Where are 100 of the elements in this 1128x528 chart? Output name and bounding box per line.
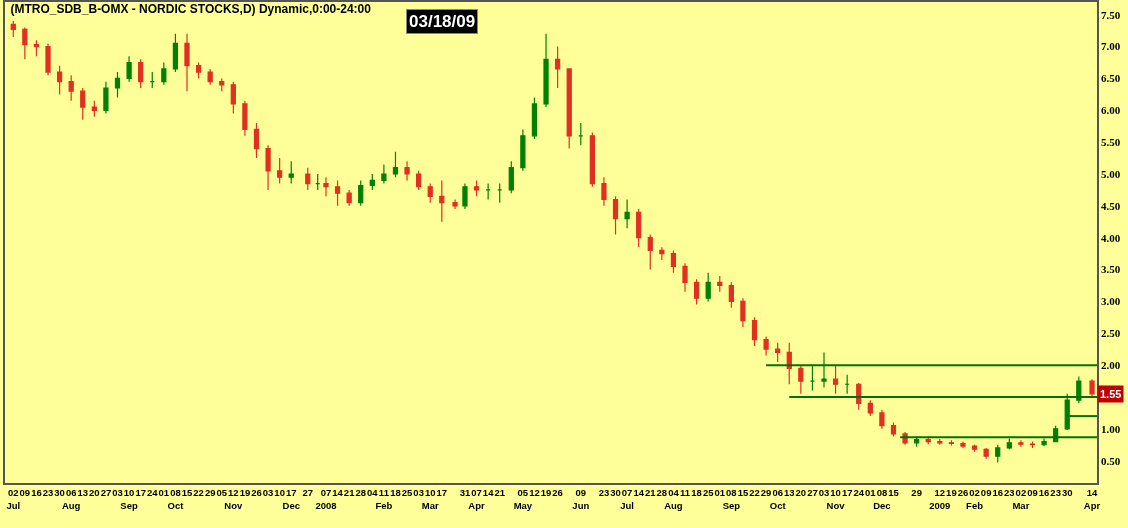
x-tick-label: 03 <box>112 487 123 499</box>
candlestick <box>45 42 51 76</box>
candlestick <box>80 87 86 121</box>
x-tick-label: 04 <box>367 487 379 499</box>
x-tick-label: 20 <box>795 487 807 499</box>
y-tick-label: 1.00 <box>1100 422 1121 435</box>
x-tick-label: 24 <box>146 487 159 499</box>
y-tick-label: 7.50 <box>1100 8 1121 21</box>
candlestick <box>184 33 190 92</box>
x-tick-label: 28 <box>355 487 367 499</box>
y-tick-label: 4.50 <box>1100 199 1121 212</box>
annotation: 1.55 <box>1100 388 1122 400</box>
candlestick <box>867 399 873 417</box>
candlestick <box>983 447 989 460</box>
candlestick <box>485 182 491 201</box>
x-tick-label: 21 <box>494 487 506 499</box>
y-tick-label: 0.50 <box>1100 454 1121 467</box>
candlestick <box>995 444 1001 464</box>
candlestick <box>195 61 202 80</box>
candlestick <box>601 176 607 207</box>
candlestick <box>508 160 514 194</box>
x-tick-label: 14 <box>332 487 344 499</box>
y-tick-label: 2.50 <box>1100 327 1121 340</box>
candlestick <box>497 182 503 204</box>
x-tick-label: 16 <box>992 487 1004 499</box>
y-tick-label: 5.00 <box>1100 167 1121 180</box>
x-tick-label: 17 <box>841 487 853 499</box>
x-tick-label: 11 <box>680 487 691 499</box>
candlestick <box>149 71 155 89</box>
candlestick <box>427 182 433 204</box>
x-tick-label: 09 <box>980 487 992 499</box>
candlestick <box>1018 439 1024 448</box>
x-tick-label: 14 Apr <box>1083 487 1101 511</box>
x-tick-label: 19 <box>946 487 957 499</box>
annotation: 03/18/09 <box>409 12 476 31</box>
candlestick <box>358 179 364 207</box>
x-tick-label: 22 <box>193 487 204 499</box>
candlestick <box>22 26 28 60</box>
x-tick-label: 03 <box>262 487 274 499</box>
x-tick-label: 13 <box>783 487 795 499</box>
x-tick-label: 21 <box>343 487 356 499</box>
x-tick-label: 09 <box>19 487 31 499</box>
y-tick-label: 6.00 <box>1100 104 1121 117</box>
candlestick <box>659 246 665 261</box>
candlestick <box>937 438 943 446</box>
x-tick-label: 25 <box>401 487 414 499</box>
x-tick-label: 25 <box>702 487 715 499</box>
x-tick-label: 14 <box>482 487 495 499</box>
candlestick <box>315 173 321 191</box>
candlestick <box>114 71 121 99</box>
candlestick <box>126 55 132 83</box>
x-tick-label: 23 <box>598 487 610 499</box>
candlestick <box>172 33 179 73</box>
x-tick-label: 29 <box>760 487 772 499</box>
candlestick <box>462 182 468 210</box>
candlestick <box>334 179 341 207</box>
candlestick <box>369 173 375 191</box>
candlestick <box>717 275 723 293</box>
candlestick <box>636 208 642 248</box>
x-tick-label: 17 <box>135 487 146 499</box>
candlestick <box>253 122 260 159</box>
x-tick-label: 18 <box>691 487 702 499</box>
candlestick <box>1006 437 1012 450</box>
candlestick <box>1029 440 1036 449</box>
candlestick <box>103 81 109 115</box>
candlestick <box>381 163 387 185</box>
x-tick-label: 31 <box>459 487 471 499</box>
x-tick-label: 23 <box>1004 487 1015 499</box>
x-tick-label: 30 <box>54 487 65 499</box>
x-tick-label: 07 Jul <box>620 487 634 511</box>
y-tick-label: 3.50 <box>1100 263 1121 276</box>
x-tick-label: 30 <box>610 487 621 499</box>
candlestick <box>775 342 781 363</box>
candlestick <box>452 198 458 210</box>
candlestick <box>821 351 827 389</box>
candlestick <box>844 374 850 395</box>
x-tick-label: 30 <box>1061 487 1073 499</box>
candlestick <box>809 364 816 392</box>
x-tick-label: 02 Jul <box>6 487 21 511</box>
candlestick <box>323 176 329 197</box>
candlestick <box>33 39 40 57</box>
x-tick-label: 15 <box>888 487 900 499</box>
x-tick-label: 05 <box>216 487 228 499</box>
x-tick-label: 15 <box>737 487 749 499</box>
candlestick <box>647 233 653 271</box>
x-tick-label: 01 <box>865 487 877 499</box>
chart-title: (MTRO_SDB_B-OMX - NORDIC STOCKS,D) Dynamic,0:00-24:00 <box>10 1 372 16</box>
x-tick-label: 15 <box>181 487 193 499</box>
candlestick <box>832 364 839 395</box>
x-tick-label: 03 <box>413 487 424 499</box>
candlestick <box>10 20 16 38</box>
x-tick-label: 23 <box>1050 487 1061 499</box>
candlestick <box>566 68 572 150</box>
candlestick <box>219 77 225 92</box>
candlestick <box>751 316 758 347</box>
x-tick-label: 17 <box>436 487 448 499</box>
candlestick <box>763 335 769 357</box>
candlestick <box>265 144 271 191</box>
candlestick <box>1089 378 1095 398</box>
x-tick-label: 29 <box>911 487 922 499</box>
